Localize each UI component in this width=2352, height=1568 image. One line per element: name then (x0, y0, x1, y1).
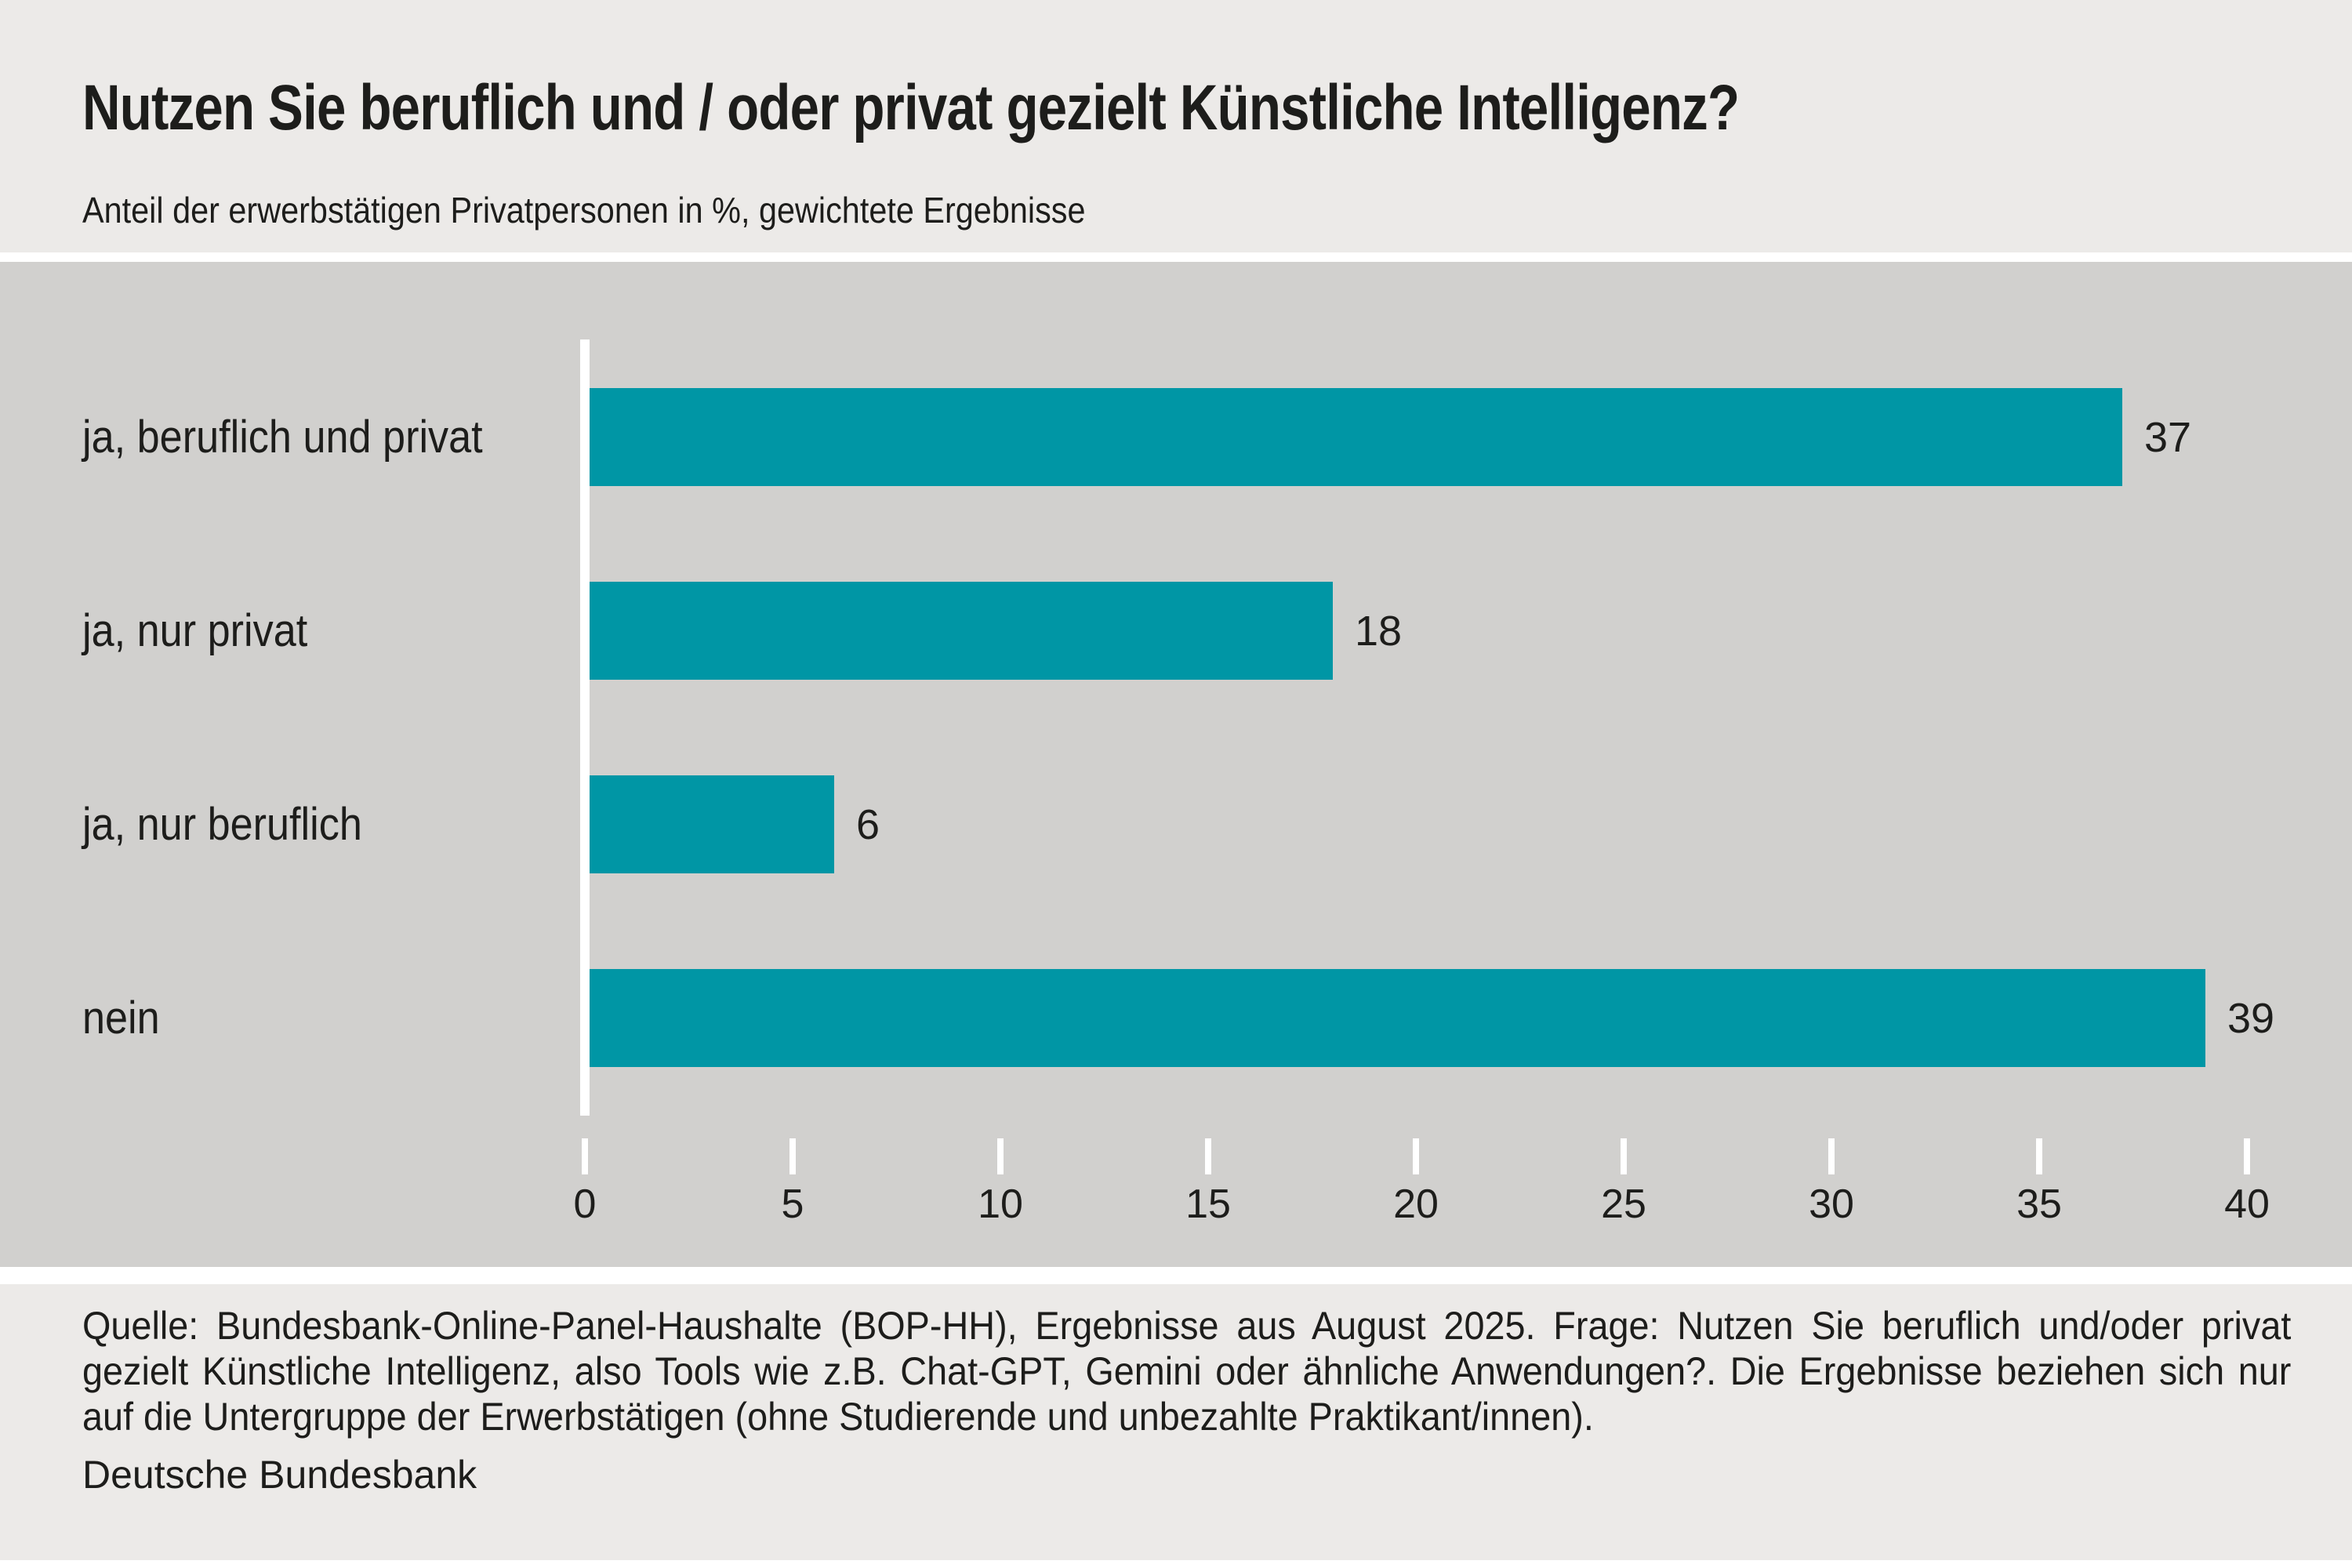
x-axis-tick-label-10: 10 (978, 1181, 1023, 1227)
x-axis-tick-label-5: 5 (781, 1181, 804, 1227)
bar-0 (590, 388, 2122, 486)
bar-chart-plot-area: ja, beruflich und privat 37 ja, nur privat… (0, 262, 2352, 1267)
value-label-2: 6 (856, 800, 880, 848)
bar-2 (590, 775, 834, 873)
header-band: Nutzen Sie beruflich und / oder privat g… (0, 0, 2352, 252)
value-label-1: 18 (1355, 607, 1403, 655)
chart-subtitle: Anteil der erwerbstätigen Privatpersonen… (82, 190, 1086, 230)
category-label-1: ja, nur privat (82, 604, 308, 656)
x-axis-tick-25 (1621, 1138, 1627, 1174)
x-axis-tick-20 (1413, 1138, 1419, 1174)
publisher-name: Deutsche Bundesbank (82, 1453, 477, 1497)
x-axis-tick-0 (582, 1138, 588, 1174)
x-axis-tick-35 (2036, 1138, 2042, 1174)
category-label-3: nein (82, 992, 160, 1044)
category-label-0: ja, beruflich und privat (82, 411, 483, 463)
x-axis-tick-label-25: 25 (1601, 1181, 1646, 1227)
x-axis-tick-label-0: 0 (573, 1181, 597, 1227)
x-axis-tick-label-30: 30 (1809, 1181, 1854, 1227)
value-label-3: 39 (2227, 994, 2275, 1042)
x-axis-tick-label-15: 15 (1185, 1181, 1231, 1227)
x-axis-tick-label-35: 35 (2016, 1181, 2062, 1227)
y-axis-line (580, 339, 590, 1116)
x-axis-tick-5 (789, 1138, 796, 1174)
x-axis-tick-10 (997, 1138, 1004, 1174)
x-axis-tick-30 (1828, 1138, 1835, 1174)
x-axis-tick-40 (2244, 1138, 2250, 1174)
bar-3 (590, 969, 2205, 1067)
footer-band: Quelle: Bundesbank-Online-Panel-Haushalt… (0, 1284, 2352, 1560)
bar-1 (590, 582, 1333, 680)
x-axis-tick-label-20: 20 (1393, 1181, 1439, 1227)
source-note: Quelle: Bundesbank-Online-Panel-Haushalt… (82, 1304, 2292, 1439)
value-label-0: 37 (2144, 413, 2192, 461)
x-axis-tick-15 (1205, 1138, 1211, 1174)
chart-title: Nutzen Sie beruflich und / oder privat g… (82, 72, 1740, 143)
category-label-2: ja, nur beruflich (82, 798, 362, 850)
x-axis-tick-label-40: 40 (2224, 1181, 2270, 1227)
